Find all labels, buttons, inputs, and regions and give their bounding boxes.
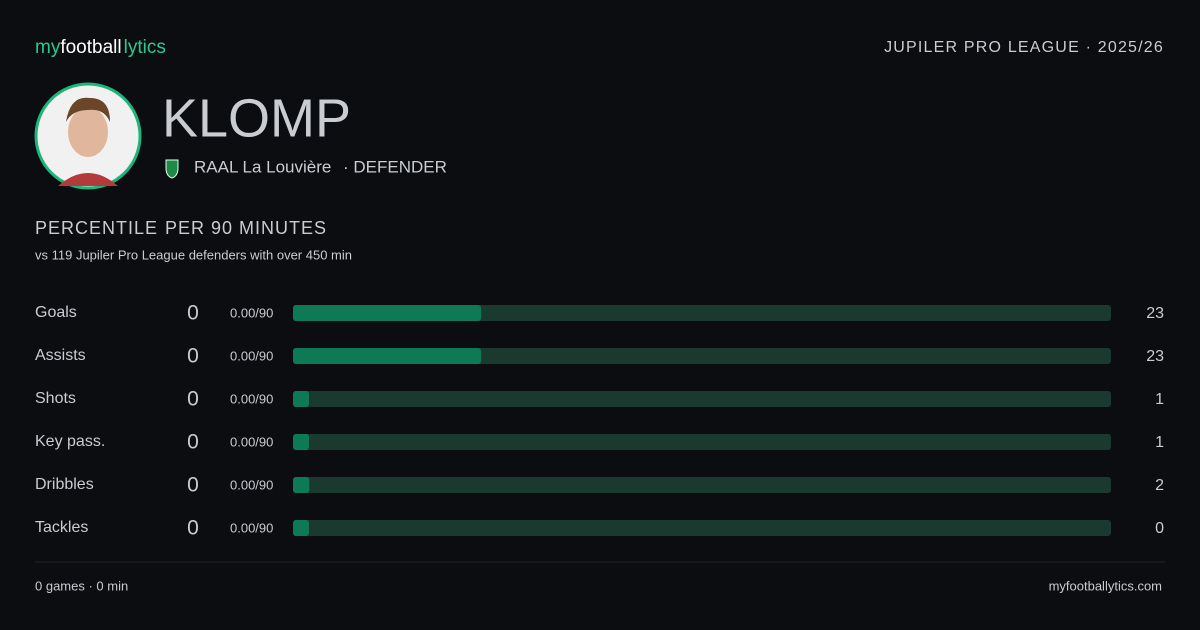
club: RAAL La Louvière	[194, 157, 331, 176]
bar	[293, 434, 309, 450]
chart-subtitle: PER 90 MINUTES	[165, 218, 327, 238]
bar-track	[293, 305, 1111, 321]
stat-per90: 0.00/90	[230, 348, 273, 363]
stat-label: Key pass.	[35, 433, 105, 450]
logo-part: my	[35, 37, 61, 58]
chart-note: vs 119 Jupiler Pro League defenders with…	[35, 247, 352, 262]
bar-track	[293, 520, 1111, 536]
logo-part: football	[60, 37, 121, 58]
stat-total: 0	[187, 474, 199, 497]
percentile-label: 1	[1155, 391, 1164, 408]
bar-track	[293, 391, 1111, 407]
bar-track	[293, 348, 1111, 364]
bar	[293, 348, 482, 364]
stat-total: 0	[187, 302, 199, 325]
stat-per90: 0.00/90	[230, 434, 273, 449]
percentile-label: 1	[1155, 434, 1164, 451]
chart-title: PERCENTILE	[35, 218, 158, 238]
bar	[293, 477, 310, 493]
league: JUPILER PRO LEAGUE · 2025/26	[884, 39, 1164, 56]
stat-per90: 0.00/90	[230, 520, 273, 535]
footer-right: myfootballytics.com	[1049, 578, 1162, 593]
stat-label: Assists	[35, 347, 86, 364]
stat-total: 0	[187, 345, 199, 368]
footer-left: 0 games · 0 min	[35, 578, 128, 593]
stat-label: Tackles	[35, 519, 88, 536]
stat-total: 0	[187, 431, 199, 454]
position: · DEFENDER	[343, 157, 447, 176]
stat-per90: 0.00/90	[230, 477, 273, 492]
bar	[293, 520, 309, 536]
bar-track	[293, 434, 1111, 450]
stat-label: Goals	[35, 304, 77, 321]
stat-label: Shots	[35, 390, 76, 407]
bar	[293, 305, 482, 321]
stat-per90: 0.00/90	[230, 305, 273, 320]
stat-total: 0	[187, 388, 199, 411]
percentile-label: 23	[1146, 348, 1164, 365]
stat-total: 0	[187, 517, 199, 540]
bar-track	[293, 477, 1111, 493]
percentile-label: 23	[1146, 305, 1164, 322]
percentile-label: 2	[1155, 477, 1164, 494]
logo: myfootball lytics	[35, 37, 166, 58]
stat-per90: 0.00/90	[230, 391, 273, 406]
club-badge	[165, 159, 179, 179]
player-photo	[34, 82, 142, 190]
logo-part: lytics	[124, 37, 166, 58]
stat-label: Dribbles	[35, 476, 94, 493]
player-name: KLOMP	[162, 88, 351, 148]
bar	[293, 391, 309, 407]
percentile-label: 0	[1155, 520, 1164, 537]
